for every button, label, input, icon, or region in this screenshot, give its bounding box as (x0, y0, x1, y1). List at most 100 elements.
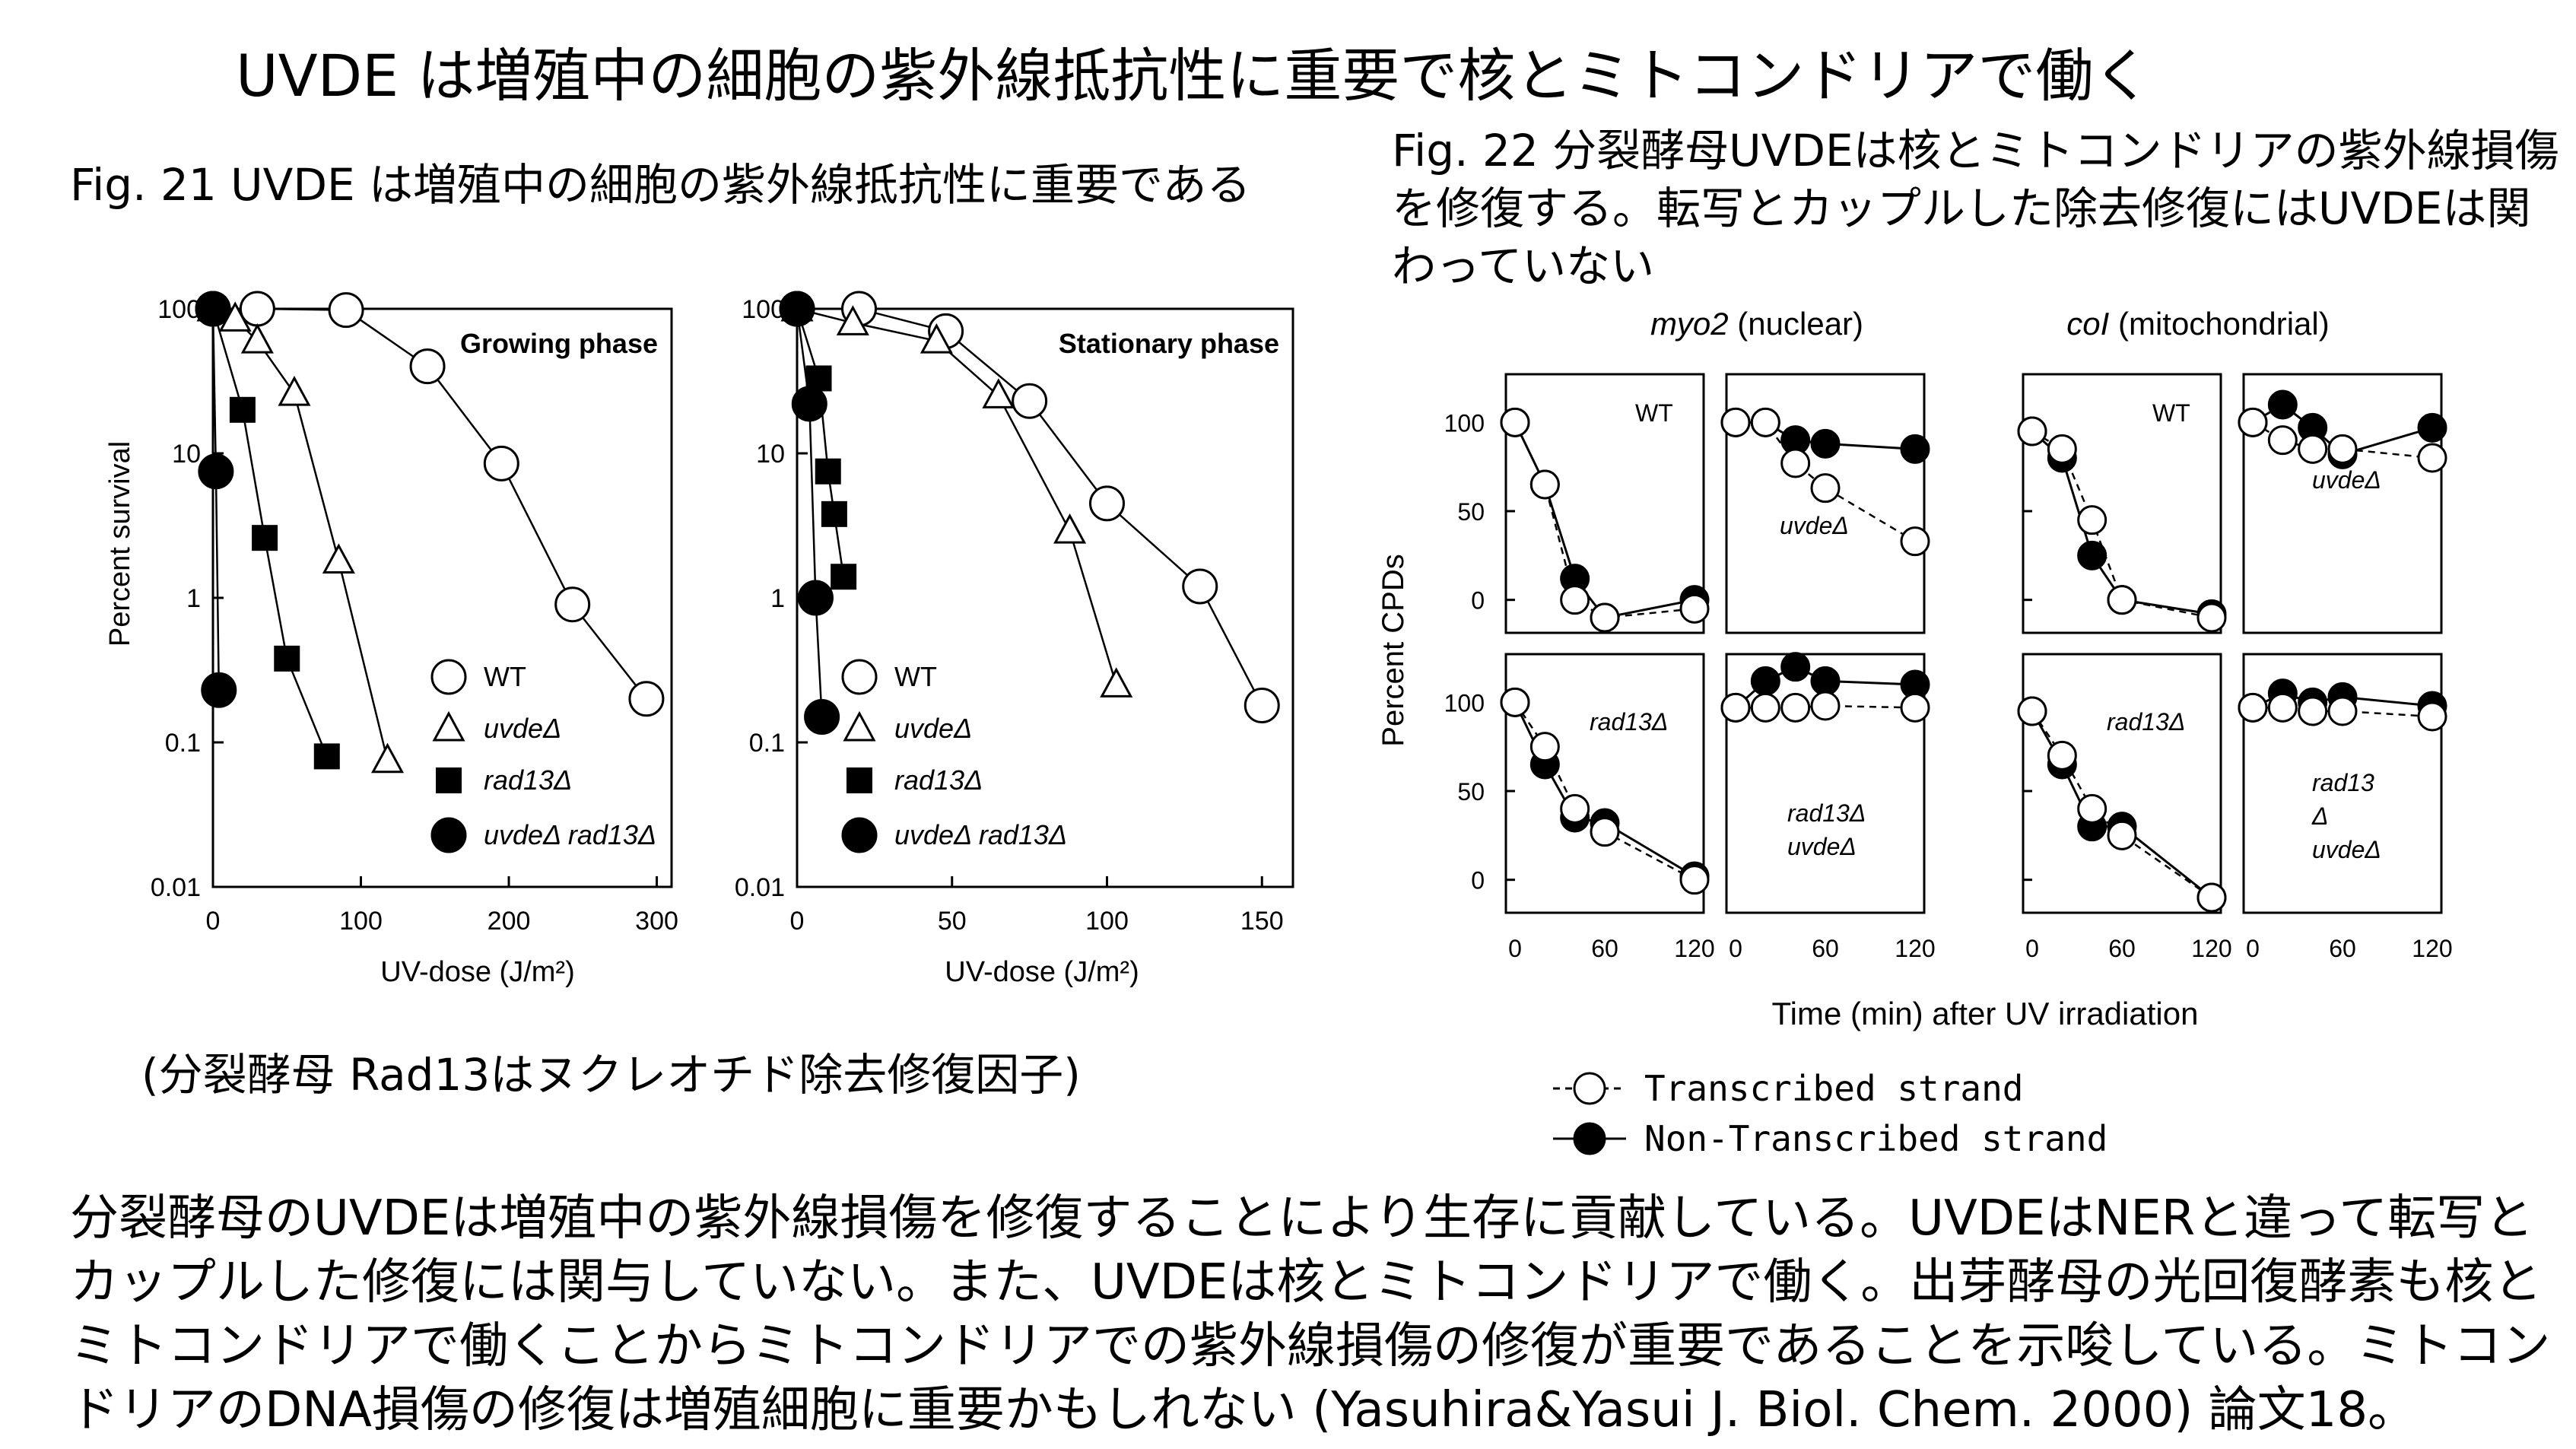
legend-marker-uvde (432, 710, 465, 742)
y-tick-label: 100 (1444, 409, 1485, 437)
y-tick-label: 1 (770, 584, 785, 613)
data-point-transcribed (1590, 602, 1620, 633)
legend-marker-rad13 (436, 767, 462, 793)
data-point-transcribed (2077, 793, 2107, 824)
myo2-header: myo2 (nuclear) (1650, 306, 1863, 342)
legend-marker-uvde-rad13 (841, 817, 878, 853)
data-point-transcribed (2107, 585, 2137, 615)
fig22-y-axis-label: Percent CPDs (1377, 554, 1410, 746)
y-tick-label: 50 (1457, 498, 1485, 526)
legend-label-wt: WT (484, 661, 526, 692)
series-line-transcribed (1514, 421, 1695, 619)
data-point-transcribed (1560, 585, 1590, 615)
data-point-wt (328, 292, 364, 329)
data-point-wt (239, 291, 275, 327)
data-point-uvde-rad13 (195, 291, 231, 327)
series-line-rad13 (796, 308, 845, 577)
fig22-caption: Fig. 22 分裂酵母UVDEは核とミトコンドリアの紫外線損傷を修復する。転写… (1392, 125, 2559, 292)
y-tick-label: 0.1 (749, 729, 785, 758)
data-point-uvde-rad13 (201, 672, 237, 708)
series-line-transcribed (2031, 710, 2212, 899)
panel-frame (2022, 653, 2222, 914)
y-tick-label: 100 (742, 295, 785, 324)
data-point-transcribed (2017, 696, 2047, 726)
data-point-transcribed (2196, 602, 2227, 633)
data-point-non-transcribed (1900, 434, 1930, 464)
data-point-non-transcribed (1780, 652, 1811, 682)
panel-frame (1725, 373, 1926, 634)
legend-transcribed-label: Transcribed strand (1644, 1068, 2024, 1109)
data-point-uvde-rad13 (791, 386, 827, 422)
data-point-rad13 (274, 645, 300, 672)
y-tick-label: 0.1 (165, 729, 201, 758)
data-point-wt (483, 445, 519, 481)
fig22-legend: Transcribed strand Non-Transcribed stran… (1552, 1063, 2107, 1164)
panel-label: WT (2152, 399, 2190, 427)
data-point-non-transcribed (1810, 428, 1841, 459)
data-point-uvde-rad13 (797, 580, 834, 616)
data-point-transcribed (1529, 469, 1560, 500)
x-tick-label: 300 (635, 907, 678, 936)
data-point-transcribed (1900, 692, 1930, 723)
data-point-uvde-rad13 (198, 453, 234, 490)
panel-label-line: Δ (2311, 802, 2328, 830)
data-point-uvde (322, 543, 355, 574)
data-point-wt (409, 348, 446, 385)
x-tick-label: 0 (790, 907, 805, 936)
data-point-transcribed (1500, 407, 1530, 437)
x-tick-label: 0 (1729, 935, 1742, 962)
x-tick-label: 60 (2329, 935, 2356, 962)
data-point-transcribed (2417, 443, 2447, 473)
fig21-survival-charts: Percent survival UV-dose (J/m²) UV-dose … (104, 291, 1294, 988)
legend-transcribed: Transcribed strand (1552, 1063, 2107, 1114)
y-tick-label: 0.01 (151, 873, 201, 902)
cpd-panel-coi-rad13: rad13Δ 0 60 120 (2017, 653, 2232, 962)
cpd-panel-coi-uvde: uvdeΔ (2238, 373, 2447, 634)
legend-label-uvde: uvdeΔ (484, 713, 561, 744)
data-point-transcribed (2298, 434, 2328, 464)
data-point-rad13 (821, 500, 847, 527)
data-point-transcribed (1750, 692, 1780, 723)
legend-label-uvde: uvdeΔ (894, 713, 972, 744)
data-point-transcribed (1679, 865, 1710, 895)
series-line-wt (797, 307, 1263, 707)
legend-label-rad13: rad13Δ (484, 764, 572, 796)
panel-label: WT (1635, 399, 1673, 427)
data-point-non-transcribed (2267, 389, 2298, 420)
y-tick-label: 100 (157, 295, 201, 324)
panel-label: rad13Δ (1590, 708, 1668, 736)
data-point-wt (1012, 383, 1048, 419)
cpd-panel-coi-wt: WT (2017, 373, 2227, 634)
series-line-non-transcribed (1514, 421, 1695, 619)
data-point-rad13 (313, 743, 340, 770)
data-point-rad13 (229, 396, 256, 423)
panel-frame (2242, 653, 2443, 914)
legend-marker-rad13 (846, 767, 872, 793)
legend-label-rad13: rad13Δ (894, 764, 983, 796)
legend-marker-wt (430, 659, 467, 695)
x-tick-label: 120 (2191, 935, 2231, 962)
data-point-wt (1244, 687, 1280, 723)
data-point-transcribed (1500, 687, 1530, 717)
data-point-non-transcribed (1810, 666, 1841, 696)
data-point-uvde (982, 378, 1015, 408)
x-tick-label: 50 (938, 907, 967, 936)
data-point-uvde (1100, 667, 1133, 697)
filled-circle-solid-icon (1553, 1122, 1626, 1155)
y-tick-label: 50 (1457, 778, 1485, 806)
data-point-uvde (920, 323, 953, 354)
y-tick-label: 0 (1471, 867, 1485, 895)
data-point-uvde (371, 742, 405, 774)
data-point-transcribed (2327, 696, 2358, 726)
fig21-right-x-axis-label: UV-dose (J/m²) (945, 956, 1139, 988)
x-tick-label: 60 (1591, 935, 1618, 962)
x-tick-label: 120 (2412, 935, 2452, 962)
x-tick-label: 0 (206, 907, 221, 936)
x-tick-label: 0 (1508, 935, 1522, 962)
x-tick-label: 60 (2108, 935, 2136, 962)
panel-frame (2242, 373, 2443, 634)
panel-frame (1725, 653, 1926, 914)
legend-label-uvde-rad13: uvdeΔ rad13Δ (484, 819, 656, 850)
legend-marker-uvde-rad13 (430, 817, 467, 853)
